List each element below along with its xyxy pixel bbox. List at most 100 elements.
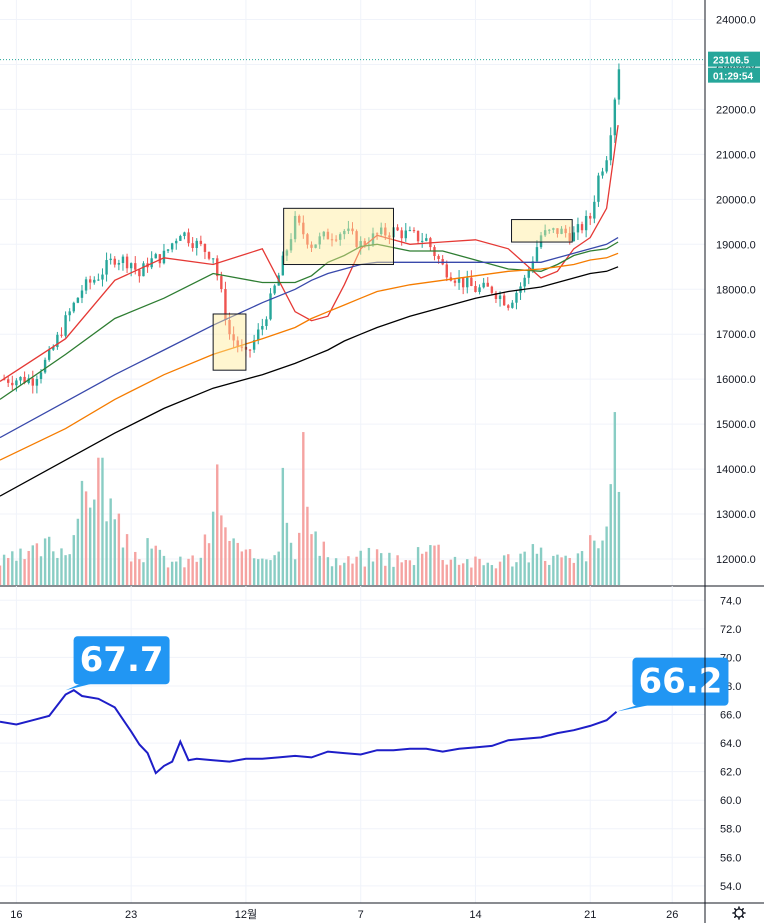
indicator-axis[interactable]: 74.072.070.068.066.064.062.060.058.056.0… xyxy=(720,595,741,893)
candle-body xyxy=(560,228,563,234)
candle-body xyxy=(461,277,465,288)
candle-body xyxy=(347,228,350,231)
candle-body xyxy=(605,160,608,172)
candle-body xyxy=(121,256,125,264)
indicator-tick-label: 60.0 xyxy=(720,795,741,807)
volume-bar xyxy=(593,540,596,585)
volume-bar xyxy=(52,551,55,585)
candle-body xyxy=(400,230,403,239)
volume-bar xyxy=(252,558,256,585)
volume-bar xyxy=(535,553,539,585)
candle-body xyxy=(273,285,276,294)
volume-bar xyxy=(170,561,174,585)
volume-bar xyxy=(515,562,518,585)
volume-bar xyxy=(68,554,71,585)
candle-body xyxy=(80,290,84,298)
volume-bar xyxy=(158,549,162,585)
price-tick-label: 19000.0 xyxy=(716,239,756,251)
volume-bar xyxy=(88,507,92,585)
candle-body xyxy=(19,376,22,381)
moving-average-line-2 xyxy=(0,241,619,400)
volume-bar xyxy=(191,555,194,585)
volume-bar xyxy=(494,568,498,585)
price-tick-label: 14000.0 xyxy=(716,464,756,476)
indicator-tick-label: 58.0 xyxy=(720,824,741,836)
volume-bar xyxy=(236,542,239,585)
candle-body xyxy=(535,247,539,262)
volume-bar xyxy=(523,551,526,585)
candle-body xyxy=(236,340,239,347)
candle-body xyxy=(617,69,621,100)
volume-bar xyxy=(179,556,182,585)
volume-bar xyxy=(560,557,563,585)
price-tick-label: 24000.0 xyxy=(716,14,756,26)
volume-bar xyxy=(138,559,141,585)
volume-bar xyxy=(211,511,215,585)
volume-bar xyxy=(56,557,59,585)
price-axis[interactable]: 24000.023000.022000.021000.020000.019000… xyxy=(716,14,756,566)
volume-bar xyxy=(142,562,145,585)
candle-body xyxy=(326,231,330,240)
volume-bar xyxy=(105,521,108,585)
volume-bar xyxy=(289,542,293,585)
last-price-badge xyxy=(708,51,760,67)
volume-bar xyxy=(207,543,211,585)
indicator-tick-label: 72.0 xyxy=(720,624,741,636)
volume-bar xyxy=(31,545,34,585)
volume-bar xyxy=(285,522,289,585)
volume-bar xyxy=(187,558,190,585)
volume-bar xyxy=(166,567,170,585)
candle-body xyxy=(302,222,305,235)
indicator-tick-label: 56.0 xyxy=(720,852,741,864)
candle-body xyxy=(375,233,379,235)
candle-body xyxy=(601,171,604,176)
volume-bar xyxy=(527,562,530,585)
volume-bar xyxy=(597,548,600,585)
volume-bar xyxy=(466,559,469,585)
candle-body xyxy=(396,227,399,231)
callout-box xyxy=(632,657,729,706)
candle-body xyxy=(543,230,547,236)
volume-bars xyxy=(0,412,621,585)
volume-bar xyxy=(199,557,203,585)
candle-body xyxy=(593,201,596,219)
candle-body xyxy=(187,232,190,244)
candle-body xyxy=(175,240,178,244)
candle-body xyxy=(105,260,108,275)
price-tick-label: 18000.0 xyxy=(716,284,756,296)
candle-body xyxy=(502,295,506,306)
time-axis[interactable]: 16 23 12월 7 14 21 26 xyxy=(10,908,678,921)
candle-body xyxy=(154,254,157,259)
volume-bar xyxy=(273,555,276,585)
volume-bar xyxy=(556,554,559,585)
volume-bar xyxy=(461,563,465,585)
volume-bar xyxy=(576,553,580,585)
price-pane-grid xyxy=(0,0,705,586)
moving-average-lines xyxy=(0,125,619,497)
volume-bar xyxy=(457,564,461,585)
candle-body xyxy=(207,251,211,259)
volume-bar xyxy=(310,534,313,585)
volume-bar xyxy=(248,549,252,585)
volume-bar xyxy=(47,536,51,585)
volume-bar xyxy=(470,567,473,585)
moving-average-line-3 xyxy=(0,237,619,439)
candle-body xyxy=(527,269,530,278)
candle-body xyxy=(589,215,592,219)
settings-gear-icon[interactable] xyxy=(732,906,746,920)
candle-body xyxy=(285,250,289,256)
candle-body xyxy=(293,215,297,240)
volume-bar xyxy=(72,535,75,585)
indicator-tick-label: 62.0 xyxy=(720,767,741,779)
volume-bar xyxy=(261,558,264,585)
candle-body xyxy=(64,315,67,336)
candle-body xyxy=(138,269,141,277)
candle-body xyxy=(511,302,514,308)
candle-body xyxy=(134,263,137,270)
volume-bar xyxy=(420,553,424,585)
candle-body xyxy=(257,329,260,341)
volume-bar xyxy=(203,534,207,585)
volume-bar xyxy=(121,547,125,585)
candle-body xyxy=(597,175,600,202)
